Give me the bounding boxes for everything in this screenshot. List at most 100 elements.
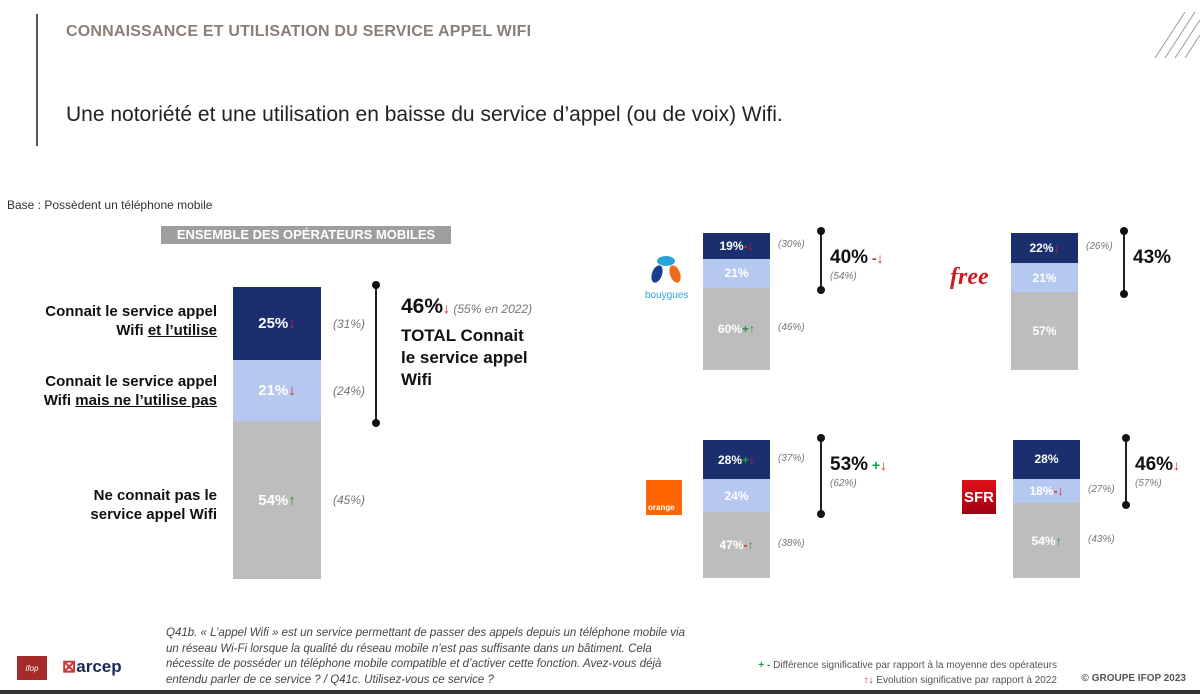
legend-significance: + - Différence significative par rapport…: [758, 658, 1057, 673]
bar-segment: 24%: [703, 479, 770, 513]
base-note: Base : Possèdent un téléphone mobile: [7, 198, 213, 212]
bouygues-logo: bouygues: [645, 255, 689, 301]
segment-value: 47%: [719, 538, 744, 553]
stacked-bar-sfr: 28% 18% - ↓ 54% ↑: [1013, 440, 1080, 578]
arcep-mark-icon: ⊠: [62, 657, 77, 676]
total-bracket: [372, 280, 380, 428]
segment-value: 28%: [1034, 452, 1059, 467]
total-bracket: [1122, 433, 1130, 510]
total-value: 43%: [1133, 247, 1171, 269]
arcep-logo-text: arcep: [76, 657, 122, 676]
total-markers: ↓: [1173, 457, 1180, 473]
trend-down-arrow-icon: ↓: [747, 239, 754, 253]
row-label-knows-not-uses: Connait le service appel Wifi mais ne l’…: [20, 372, 217, 410]
copyright: © GROUPE IFOP 2023: [1081, 673, 1186, 684]
bar-segment: 18% - ↓: [1013, 478, 1080, 504]
bar-segment: 60% + ↑: [703, 287, 770, 370]
trend-up-arrow-icon: ↑: [288, 491, 296, 509]
total-label: 46%: [401, 295, 444, 318]
total-value: 46%↓: [1135, 454, 1180, 476]
segment-value: 21%: [258, 382, 289, 400]
total-value: 40% -↓: [830, 247, 884, 269]
sig-marker: -: [868, 250, 877, 266]
trend-down-arrow-icon: ↓: [443, 300, 451, 316]
trend-down-arrow-icon: ↓: [1053, 241, 1060, 256]
orange-logo: orange: [646, 480, 682, 515]
total-bracket: [817, 433, 825, 519]
bar-segment: 54% ↑: [1013, 503, 1080, 578]
trend-up-arrow-icon: ↑: [1055, 533, 1062, 548]
total-markers: +↓: [868, 457, 887, 473]
segment-value: 24%: [724, 488, 749, 503]
stacked-bar-free: 22% ↓ 21% 57%: [1011, 233, 1078, 370]
previous-value: (27%): [1088, 484, 1115, 496]
segment-value: 60%: [717, 321, 742, 336]
segment-value: 57%: [1032, 323, 1057, 338]
total-bracket: [817, 227, 825, 294]
previous-value: (30%): [778, 239, 805, 250]
bar-segment: 22% ↓: [1011, 233, 1078, 264]
page-title: CONNAISSANCE ET UTILISATION DU SERVICE A…: [66, 23, 532, 40]
previous-value: (45%): [333, 493, 366, 508]
total-bracket: [1120, 227, 1128, 298]
bar-segment: 21% ↓: [233, 360, 321, 422]
segment-value: 25%: [258, 315, 289, 332]
free-logo: free: [950, 264, 989, 290]
total-label: 43%: [1133, 247, 1172, 268]
bar-segment: 47% - ↑: [703, 512, 770, 578]
trend-up-arrow-icon: ↑: [749, 321, 756, 336]
sig-marker: +: [868, 457, 881, 473]
legend: + - Différence significative par rapport…: [758, 658, 1057, 688]
previous-value: (46%): [778, 321, 805, 333]
sfr-logo: SFR: [962, 480, 996, 514]
sig-marker: +: [742, 321, 750, 336]
row-label-underlined: et l’utilise: [147, 322, 217, 339]
sig-marker: -: [743, 239, 748, 253]
total-label: 40%: [830, 247, 869, 268]
trend-up-arrow-icon: ↑: [747, 538, 754, 553]
legend-evo-text: Evolution significative par rapport à 20…: [876, 675, 1057, 686]
total-previous: (55% en 2022): [450, 302, 533, 316]
total-markers: -↓: [868, 250, 884, 266]
segment-value: 54%: [1031, 533, 1056, 548]
bar-segment: 28% + ↓: [703, 440, 770, 480]
segment-value: 22%: [1029, 241, 1054, 256]
bar-segment: 54% ↑: [233, 421, 321, 579]
trend-down-arrow-icon: ↓: [288, 315, 296, 332]
sig-marker: -: [743, 538, 748, 553]
total-value: 53% +↓: [830, 454, 887, 476]
segment-value: 54%: [258, 491, 289, 509]
row-label-unknown: Ne connait pas le service appel Wifi: [90, 487, 217, 523]
row-label-main: Connait le service appel Wifi: [43, 373, 217, 409]
segment-value: 21%: [724, 266, 749, 281]
total-previous: (57%): [1135, 478, 1162, 489]
total-label: 53%: [830, 454, 869, 475]
bar-segment: 28%: [1013, 440, 1080, 479]
bouygues-logo-text: bouygues: [645, 290, 689, 301]
trend-down-arrow-icon: ↓: [288, 382, 296, 400]
stacked-bar-ensemble: 25% ↓ 21% ↓ 54% ↑: [233, 287, 321, 579]
segment-value: 21%: [1032, 270, 1057, 285]
segment-value: 19%: [719, 239, 744, 253]
page-subtitle: Une notoriété et une utilisation en bais…: [66, 103, 783, 126]
bar-segment: 19% - ↓: [703, 233, 770, 260]
row-label-uses: Connait le service appel Wifi et l’utili…: [40, 302, 217, 340]
previous-value: (24%): [333, 383, 366, 398]
previous-value: (37%): [778, 452, 805, 464]
sig-marker: +: [742, 452, 750, 467]
sig-marker: -: [1053, 484, 1058, 499]
trend-down-arrow-icon: ↓: [880, 457, 888, 473]
previous-value: (31%): [333, 316, 366, 331]
question-text: Q41b. « L’appel Wifi » est un service pe…: [166, 627, 685, 686]
decorative-hatch-icon: [1154, 11, 1200, 59]
bottom-bar: [0, 690, 1200, 694]
total-label: 46%: [1135, 454, 1174, 475]
bar-segment: 25% ↓: [233, 287, 321, 360]
stacked-bar-bouygues: 19% - ↓ 21% 60% + ↑: [703, 233, 770, 370]
bar-segment: 21%: [703, 259, 770, 288]
segment-value: 18%: [1029, 484, 1054, 499]
segment-value: 28%: [717, 452, 742, 467]
total-text: TOTAL Connait le service appel Wifi: [401, 326, 528, 389]
total-markers: ↓: [443, 300, 450, 316]
previous-value: (43%): [1088, 533, 1115, 545]
